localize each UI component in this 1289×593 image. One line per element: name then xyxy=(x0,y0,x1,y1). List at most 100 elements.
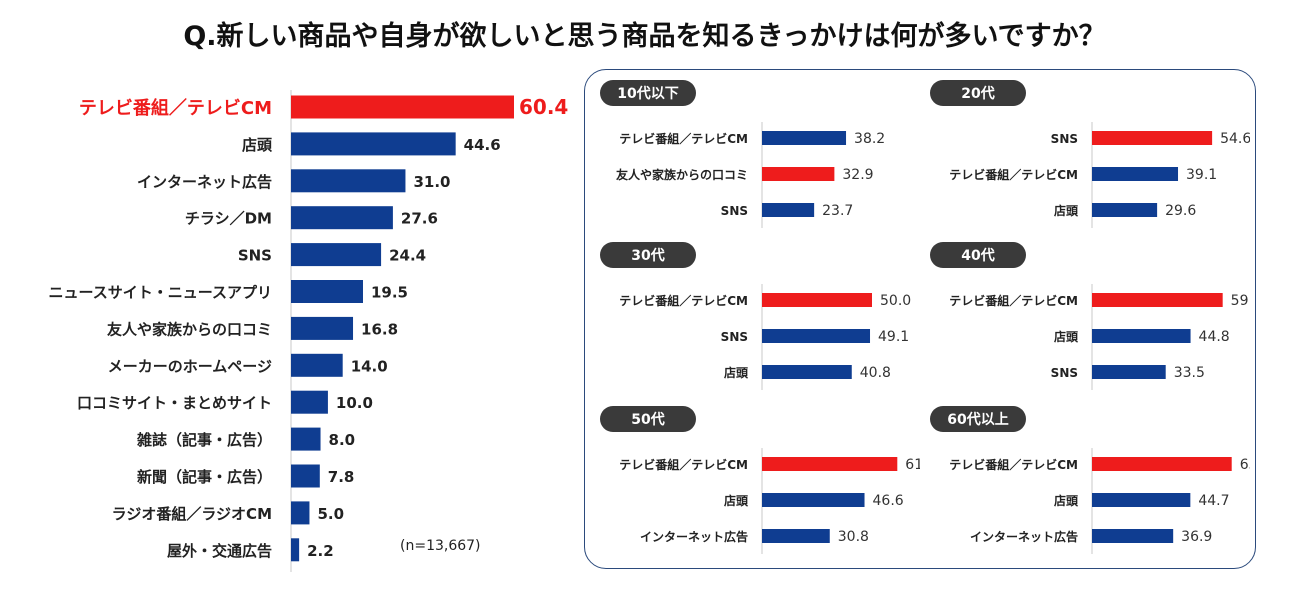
main-category-label-3: インターネット広告 xyxy=(137,173,272,191)
age-pill-3 xyxy=(600,242,696,268)
age-value-label-1-2: 32.9 xyxy=(842,167,873,183)
main-value-label-7: 16.8 xyxy=(361,320,398,338)
age-bar-3-2 xyxy=(762,329,871,343)
age-category-label-1-3: SNS xyxy=(721,204,748,218)
age-bar-3-3 xyxy=(762,365,852,379)
age-category-label-6-2: 店頭 xyxy=(1054,493,1079,508)
main-category-label-7: 友人や家族からの口コミ xyxy=(107,320,272,338)
main-value-label-12: 5.0 xyxy=(317,505,344,523)
main-value-label-4: 27.6 xyxy=(401,210,438,228)
age-value-label-2-1: 54.6 xyxy=(1220,131,1250,147)
age-bar-4-2 xyxy=(1092,329,1191,343)
age-category-label-3-2: SNS xyxy=(721,330,748,344)
age-pill-5 xyxy=(600,406,696,432)
age-category-label-2-1: SNS xyxy=(1051,132,1078,146)
age-category-label-4-3: SNS xyxy=(1051,366,1078,380)
chart-20s: 20代 SNS 54.6 テレビ番組／テレビCM 39.1 店頭 29.6 xyxy=(930,80,1250,228)
age-category-label-6-3: インターネット広告 xyxy=(970,529,1078,544)
main-bar-7 xyxy=(291,316,354,340)
age-value-label-4-1: 59.4 xyxy=(1231,293,1250,309)
chart-title: Q.新しい商品や自身が欲しいと思う商品を知るきっかけは何が多いですか？ xyxy=(183,21,1106,52)
main-value-label-5: 24.4 xyxy=(389,247,426,265)
age-value-label-2-2: 39.1 xyxy=(1186,167,1217,183)
age-bar-4-3 xyxy=(1092,365,1166,379)
age-category-label-3-3: 店頭 xyxy=(724,365,749,380)
age-value-label-5-2: 46.6 xyxy=(873,493,904,509)
main-category-label-13: 屋外・交通広告 xyxy=(167,542,272,560)
age-title-2: 20代 xyxy=(961,85,994,102)
main-value-label-8: 14.0 xyxy=(351,357,388,375)
overall-bar-chart: テレビ番組／テレビCM 60.4 店頭 44.6 インターネット広告 31.0 チラシ／DM… xyxy=(48,90,568,572)
age-pill-6 xyxy=(930,406,1026,432)
main-category-label-1: テレビ番組／テレビCM xyxy=(79,97,272,119)
age-category-label-6-1: テレビ番組／テレビCM xyxy=(949,457,1078,472)
main-value-label-10: 8.0 xyxy=(329,431,356,449)
main-value-label-2: 44.6 xyxy=(464,136,501,154)
age-bar-1-1 xyxy=(762,131,847,145)
age-value-label-4-3: 33.5 xyxy=(1174,365,1205,381)
main-value-label-13: 2.2 xyxy=(307,542,334,560)
age-group-panel xyxy=(584,69,1256,569)
age-category-label-5-3: インターネット広告 xyxy=(640,529,748,544)
age-bar-2-2 xyxy=(1092,167,1179,181)
age-value-label-1-3: 23.7 xyxy=(822,203,853,219)
main-bar-9 xyxy=(291,390,328,414)
age-bar-4-1 xyxy=(1092,293,1223,307)
main-value-label-6: 19.5 xyxy=(371,284,408,302)
age-bar-1-3 xyxy=(762,203,815,217)
age-bar-6-3 xyxy=(1092,529,1174,543)
main-bar-11 xyxy=(291,464,320,488)
main-bar-1 xyxy=(291,95,514,119)
main-category-label-2: 店頭 xyxy=(242,136,273,154)
age-title-1: 10代以下 xyxy=(617,85,678,102)
age-value-label-3-1: 50.0 xyxy=(880,293,911,309)
main-bar-5 xyxy=(291,243,382,267)
main-category-label-10: 雑誌（記事・広告） xyxy=(136,431,272,449)
age-bar-3-1 xyxy=(762,293,872,307)
age-bar-5-1 xyxy=(762,457,898,471)
sample-size-note: (n=13,667) xyxy=(400,538,481,554)
main-bar-4 xyxy=(291,206,393,230)
age-bar-6-2 xyxy=(1092,493,1191,507)
age-value-label-3-3: 40.8 xyxy=(860,365,891,381)
age-title-5: 50代 xyxy=(631,411,664,428)
age-bar-5-2 xyxy=(762,493,865,507)
age-value-label-6-1: 63.5 xyxy=(1240,457,1250,473)
main-bar-10 xyxy=(291,427,321,451)
main-category-label-8: メーカーのホームページ xyxy=(108,357,272,375)
main-bar-6 xyxy=(291,280,363,303)
main-category-label-12: ラジオ番組／ラジオCM xyxy=(112,505,272,523)
main-category-label-4: チラシ／DM xyxy=(185,210,272,228)
main-value-label-3: 31.0 xyxy=(413,173,450,191)
age-value-label-4-2: 44.8 xyxy=(1199,329,1230,345)
age-pill-4 xyxy=(930,242,1026,268)
main-category-label-11: 新聞（記事・広告） xyxy=(137,468,272,486)
age-title-6: 60代以上 xyxy=(947,411,1008,428)
age-category-label-1-1: テレビ番組／テレビCM xyxy=(619,131,748,146)
main-value-label-11: 7.8 xyxy=(328,468,355,486)
age-value-label-3-2: 49.1 xyxy=(878,329,909,345)
age-bar-2-3 xyxy=(1092,203,1158,217)
main-category-label-6: ニュースサイト・ニュースアプリ xyxy=(48,284,272,302)
age-pill-1 xyxy=(600,80,696,106)
age-category-label-1-2: 友人や家族からの口コミ xyxy=(615,167,748,182)
main-bar-2 xyxy=(291,132,456,156)
main-value-label-1: 60.4 xyxy=(519,95,568,119)
age-value-label-5-1: 61.5 xyxy=(905,457,920,473)
age-category-label-2-2: テレビ番組／テレビCM xyxy=(949,167,1078,182)
age-value-label-6-2: 44.7 xyxy=(1198,493,1229,509)
main-bar-3 xyxy=(291,169,406,193)
age-bar-2-1 xyxy=(1092,131,1213,145)
age-category-label-4-1: テレビ番組／テレビCM xyxy=(949,293,1078,308)
age-category-label-5-2: 店頭 xyxy=(724,493,749,508)
main-bar-8 xyxy=(291,353,343,377)
main-value-label-9: 10.0 xyxy=(336,394,373,412)
main-bar-12 xyxy=(291,501,310,525)
age-value-label-2-3: 29.6 xyxy=(1165,203,1196,219)
age-category-label-3-1: テレビ番組／テレビCM xyxy=(619,293,748,308)
